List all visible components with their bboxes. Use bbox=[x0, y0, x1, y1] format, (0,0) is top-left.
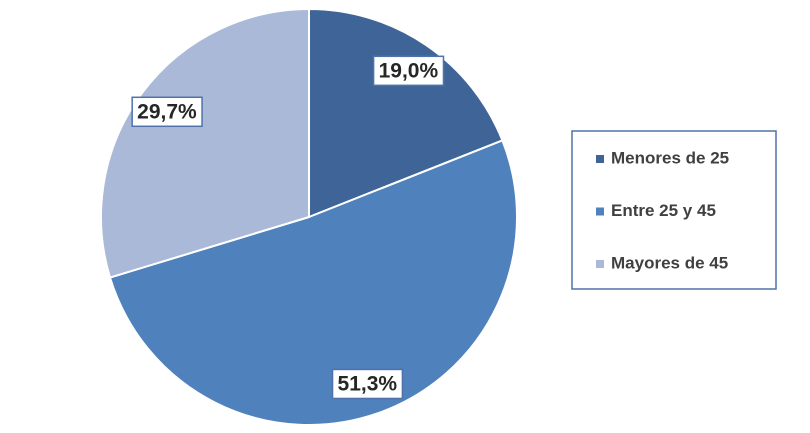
pie-slice bbox=[308, 7, 504, 219]
data-label-box bbox=[372, 55, 445, 87]
pie-slice bbox=[100, 7, 310, 279]
legend-label: Mayores de 45 bbox=[611, 253, 728, 272]
legend-swatch bbox=[596, 260, 604, 268]
data-label-box bbox=[131, 96, 203, 128]
pie bbox=[100, 7, 518, 426]
legend-swatch bbox=[596, 155, 604, 163]
data-label: 19,0% bbox=[379, 59, 439, 82]
legend-label: Menores de 25 bbox=[611, 148, 729, 167]
legend-label: Entre 25 y 45 bbox=[611, 201, 716, 220]
data-label-box bbox=[331, 368, 404, 400]
pie-slice bbox=[108, 139, 518, 426]
data-label: 29,7% bbox=[137, 100, 197, 123]
data-label: 51,3% bbox=[338, 372, 398, 395]
legend-box bbox=[571, 130, 777, 290]
legend-swatch bbox=[596, 207, 604, 216]
